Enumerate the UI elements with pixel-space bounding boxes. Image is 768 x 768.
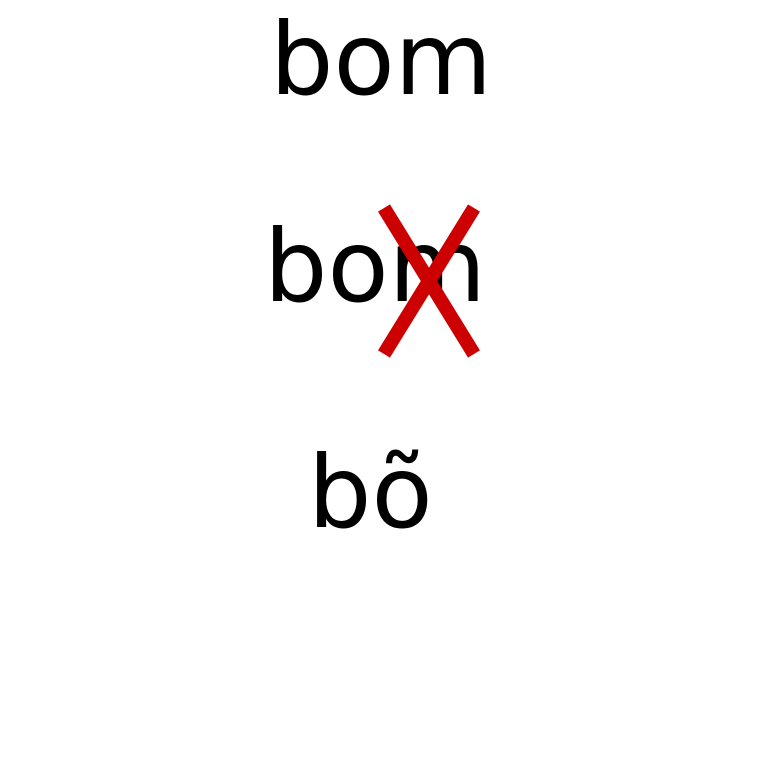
word-bom-struck-m: bom [264,208,487,325]
x-mark-stroke-2 [378,204,480,358]
word-bom-original: bom [270,1,493,118]
x-mark-icon [378,204,480,358]
word-bo-nasal: bõ [308,434,433,551]
